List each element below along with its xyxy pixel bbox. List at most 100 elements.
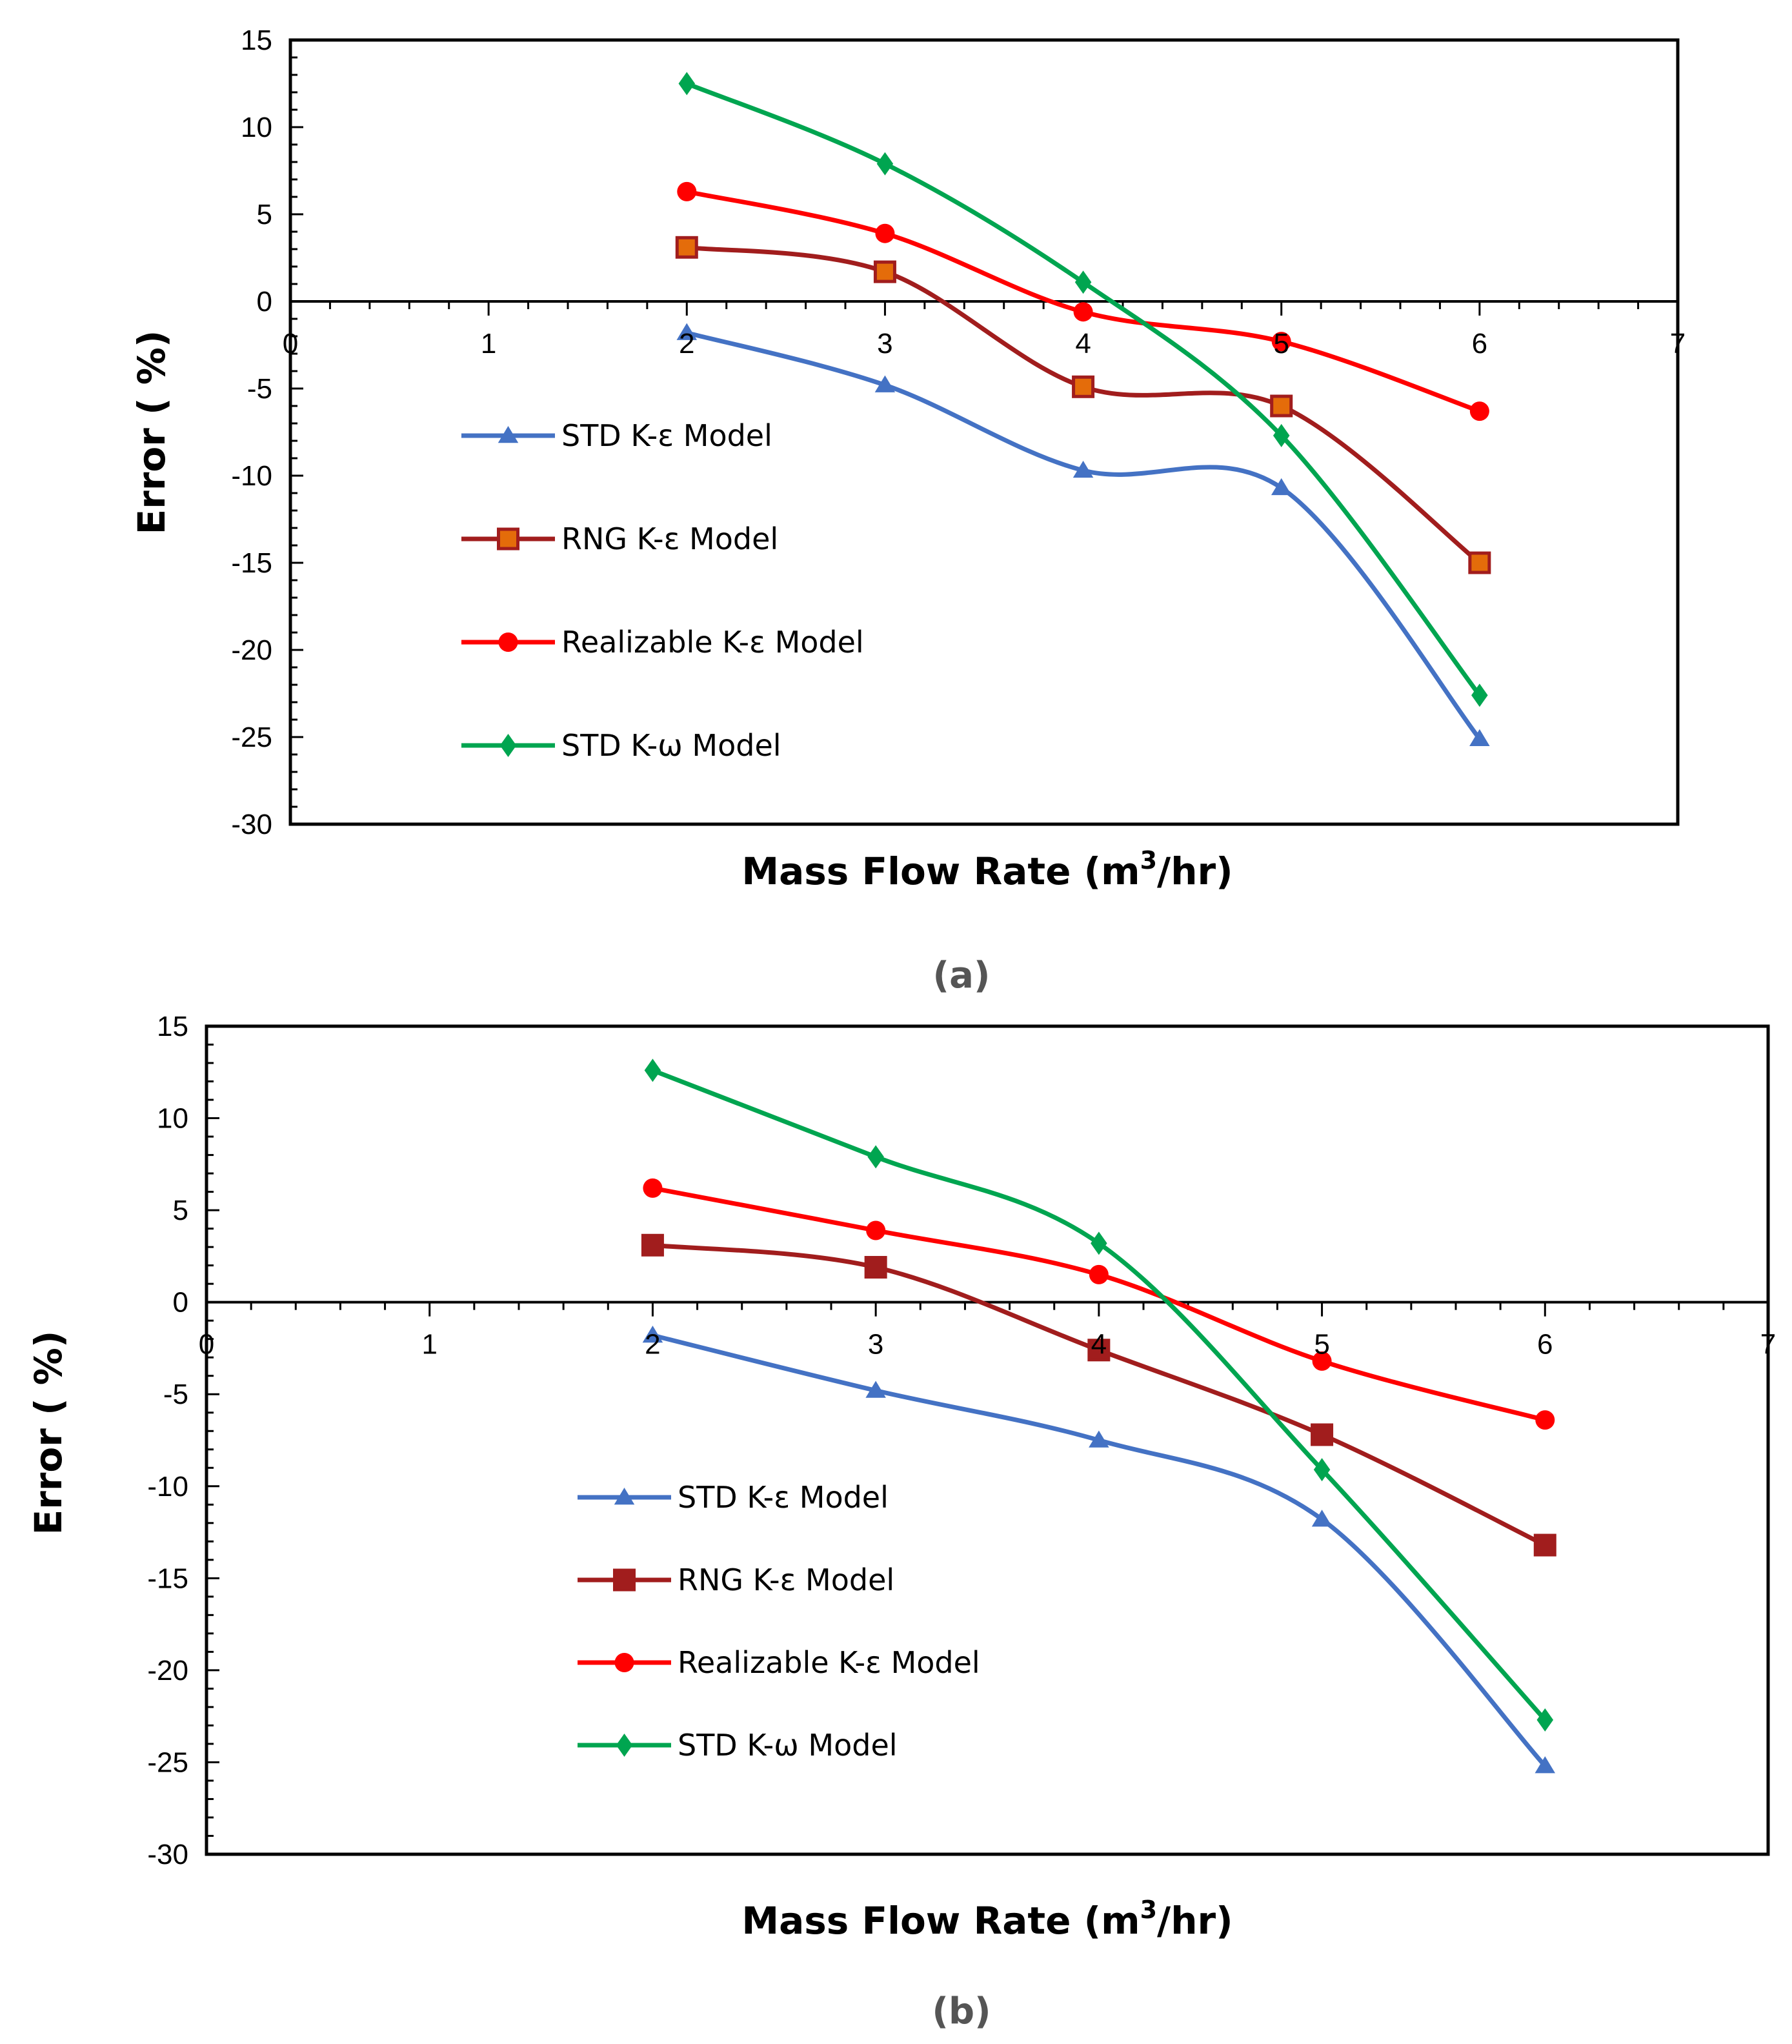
x-tick-label: 4 xyxy=(1075,328,1091,359)
data-point xyxy=(676,323,698,340)
legend-label: RNG K-ε Model xyxy=(678,1563,894,1597)
data-point xyxy=(1311,1423,1334,1446)
data-point xyxy=(1271,332,1291,352)
x-axis-title: Mass Flow Rate (m3/hr) xyxy=(741,846,1233,893)
plot-area-frame xyxy=(205,1024,1770,1856)
data-point xyxy=(642,1325,663,1343)
data-point xyxy=(1312,1351,1332,1371)
data-point xyxy=(1468,551,1491,574)
x-tick-label: 2 xyxy=(645,1329,660,1361)
series-markers xyxy=(641,1058,1556,1774)
y-tick-label: 10 xyxy=(157,1103,188,1135)
y-tick-label: -25 xyxy=(147,1746,188,1778)
data-point xyxy=(643,1178,663,1198)
data-point xyxy=(1313,1458,1331,1482)
data-point xyxy=(677,181,697,201)
data-point xyxy=(641,1233,664,1257)
data-point xyxy=(1535,1410,1555,1430)
x-tick-labels: 0 1 2 3 4 5 6 7 xyxy=(283,328,1686,359)
data-point xyxy=(1074,270,1092,294)
data-point xyxy=(1270,394,1293,418)
y-tick-label: 0 xyxy=(173,1287,188,1319)
y-tick-label: -30 xyxy=(231,809,272,840)
data-point xyxy=(875,223,895,243)
x-tick-label: 5 xyxy=(1273,328,1289,359)
x-tick-label: 1 xyxy=(481,328,496,359)
y-tick-label: -20 xyxy=(231,634,272,666)
x-tick-label: 2 xyxy=(679,328,694,359)
y-tick-label: 10 xyxy=(241,112,272,143)
data-point xyxy=(1072,375,1095,398)
legend: STD K-ε Model RNG K-ε Model Realizable K-ε… xyxy=(461,418,864,763)
y-tick-label: 5 xyxy=(257,199,272,230)
y-tick-label: -10 xyxy=(147,1471,188,1503)
x-tick-label: 3 xyxy=(868,1329,883,1361)
data-point xyxy=(1469,401,1489,421)
y-tick-label: -15 xyxy=(147,1563,188,1594)
legend-label: Realizable K-ε Model xyxy=(678,1645,980,1680)
data-point xyxy=(675,236,698,259)
y-tick-label: 15 xyxy=(157,1011,188,1042)
x-tick-label: 6 xyxy=(1472,328,1487,359)
series-markers xyxy=(675,72,1491,746)
legend: STD K-ε Model RNG K-ε Model Realizable K-ε… xyxy=(578,1480,980,1763)
legend-swatch-marker xyxy=(499,734,517,757)
data-point xyxy=(874,375,896,392)
data-point xyxy=(865,1381,886,1398)
series-line xyxy=(685,81,1482,697)
legend-swatch-marker xyxy=(616,1734,633,1757)
y-tick-label: 15 xyxy=(241,25,272,56)
series-line xyxy=(686,330,1482,740)
legend-swatch-marker xyxy=(498,632,518,652)
data-point xyxy=(1273,423,1290,447)
y-tick-label: -20 xyxy=(147,1655,188,1686)
legend-label: RNG K-ε Model xyxy=(561,521,778,556)
legend-swatch-marker xyxy=(498,426,519,443)
y-tick-label: -10 xyxy=(231,460,272,492)
legend-label: STD K-ω Model xyxy=(678,1728,898,1763)
panel-caption: (b) xyxy=(932,1990,991,2032)
y-tick-label: 5 xyxy=(173,1195,188,1226)
data-point xyxy=(644,1058,661,1082)
legend-label: STD K-ε Model xyxy=(561,418,772,453)
data-point xyxy=(1089,1264,1109,1284)
legend-swatch-marker xyxy=(613,1568,636,1592)
data-point xyxy=(1535,1756,1556,1774)
data-point xyxy=(876,152,894,176)
legend-swatch-marker xyxy=(614,1653,634,1672)
x-tick-label: 4 xyxy=(1091,1329,1107,1361)
y-tick-label: 0 xyxy=(257,286,272,318)
axis-ticks xyxy=(205,1025,1769,1856)
data-point xyxy=(1471,683,1488,707)
data-point xyxy=(1089,1430,1109,1448)
data-point xyxy=(1533,1533,1556,1557)
data-point xyxy=(867,1145,884,1169)
axis-ticks xyxy=(289,39,1679,825)
data-point xyxy=(1087,1339,1111,1362)
x-tick-label: 7 xyxy=(1670,328,1686,359)
x-axis-title: Mass Flow Rate (m3/hr) xyxy=(741,1896,1233,1943)
x-tick-label: 7 xyxy=(1760,1329,1776,1361)
data-point xyxy=(873,260,896,283)
series-line xyxy=(652,1333,1547,1768)
data-point xyxy=(864,1255,887,1279)
legend-label: Realizable K-ε Model xyxy=(561,625,864,660)
x-tick-label: 0 xyxy=(199,1329,214,1361)
y-tick-label: -5 xyxy=(247,373,272,405)
panel-a: 0 1 2 3 4 5 6 7 15 10 5 0 -5 -10 -15 -20 -25 -30 STD K-ε… xyxy=(130,25,1686,997)
data-point xyxy=(1271,478,1292,496)
legend-label: STD K-ω Model xyxy=(561,728,781,763)
y-tick-label: -30 xyxy=(147,1839,188,1870)
y-tick-labels: 15 10 5 0 -5 -10 -15 -20 -25 -30 xyxy=(147,1011,188,1870)
x-tick-label: 6 xyxy=(1537,1329,1553,1361)
series-line xyxy=(652,1068,1547,1722)
legend-swatch-marker xyxy=(497,527,519,551)
data-point xyxy=(1073,302,1093,322)
data-point xyxy=(678,72,696,96)
legend-swatch-marker xyxy=(614,1488,635,1505)
y-tick-label: -15 xyxy=(231,547,272,579)
y-tick-labels: 15 10 5 0 -5 -10 -15 -20 -25 -30 xyxy=(231,25,272,840)
y-tick-label: -25 xyxy=(231,722,272,753)
panel-b: 0 1 2 3 4 5 6 7 15 10 5 0 -5 -10 -15 -20 -25 -30 STD K-ε… xyxy=(26,1011,1776,2032)
